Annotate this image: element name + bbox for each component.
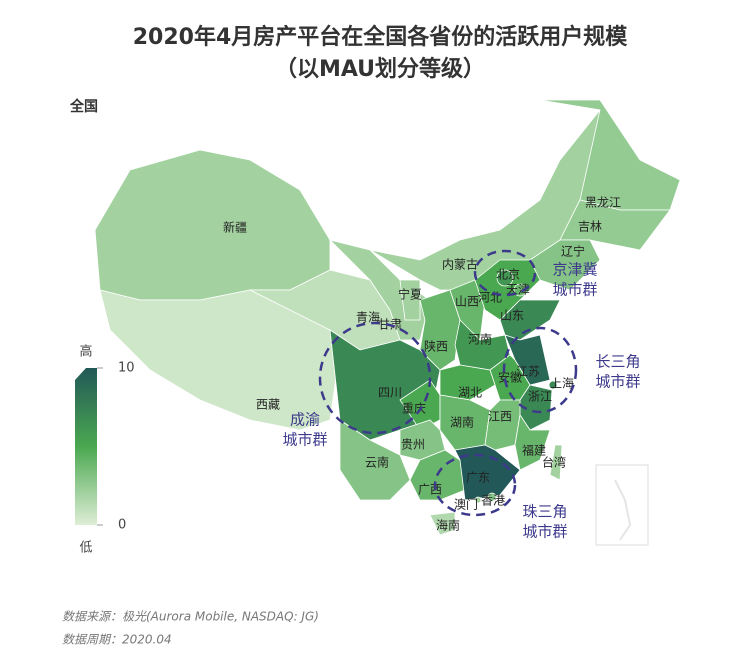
province-label: 广西 (418, 483, 442, 497)
province-label: 河南 (468, 332, 492, 347)
province (399, 279, 421, 321)
province-label: 上海 (550, 376, 574, 391)
cluster-label: 长三角 (595, 353, 640, 371)
labels: 新疆西藏青海甘肃内蒙古黑龙江吉林辽宁宁夏陕西山西河北山东河南江苏安徽浙江湖北四川… (223, 196, 621, 533)
province-label: 福建 (522, 443, 546, 458)
province (474, 259, 541, 321)
legend-high: 高 (79, 344, 92, 360)
cluster-label: 城市群 (282, 431, 327, 449)
province (454, 444, 521, 501)
cluster-ring (473, 249, 537, 297)
cluster-label: 城市群 (522, 523, 567, 541)
cluster-label: 珠三角 (522, 503, 567, 521)
province-label: 浙江 (528, 390, 552, 404)
province-label: 江苏 (516, 365, 540, 379)
cluster-label: 城市群 (595, 373, 640, 391)
province-label: 辽宁 (561, 244, 585, 259)
cluster-label: 城市群 (552, 281, 597, 299)
legend-min: 0 (118, 518, 126, 533)
cluster-ring (502, 326, 578, 414)
province-label: 北京 (496, 268, 520, 282)
inset-islands (614, 479, 632, 541)
province-label: 黑龙江 (585, 196, 621, 210)
province (496, 269, 514, 287)
province (548, 380, 558, 390)
period: 数据周期：2020.04 (62, 633, 172, 647)
cluster-ring (433, 453, 517, 517)
province (474, 496, 482, 504)
province-label: 江西 (488, 410, 512, 424)
cluster-label: 成渝 (290, 411, 320, 429)
province-label: 台湾 (542, 455, 566, 470)
cluster-label: 京津冀 (552, 261, 597, 279)
province-label: 河北 (478, 291, 502, 305)
province-label: 湖北 (458, 385, 482, 400)
province (487, 492, 497, 502)
province-label: 青海 (356, 310, 380, 325)
province-label: 云南 (365, 455, 389, 470)
province-label: 吉林 (578, 220, 602, 234)
subtitle: （以MAU划分等级） (275, 56, 485, 82)
province-label: 广东 (466, 471, 490, 485)
province-label: 山东 (500, 309, 524, 323)
cluster-ring (318, 321, 432, 435)
province (484, 399, 521, 451)
province (94, 149, 331, 301)
region-label: 全国 (69, 98, 98, 115)
province-label: 陕西 (424, 339, 448, 354)
province (549, 444, 563, 481)
province-label: 贵州 (401, 438, 425, 452)
province-label: 西藏 (256, 398, 280, 412)
province (429, 511, 456, 536)
province-label: 海南 (436, 518, 460, 533)
province-label: 山西 (455, 295, 479, 309)
province-label: 湖南 (450, 415, 474, 430)
title: 2020年4月房产平台在全国各省份的活跃用户规模 (133, 24, 629, 50)
legend-max: 10 (118, 361, 135, 376)
province-label: 安徽 (498, 370, 522, 385)
province (99, 289, 341, 431)
province-label: 香港 (481, 494, 505, 508)
legend-bar (75, 368, 97, 525)
province-label: 重庆 (402, 402, 426, 416)
inset-box (595, 464, 649, 546)
province-label: 四川 (378, 386, 402, 400)
province-label: 澳门 (454, 497, 478, 512)
province (339, 419, 411, 501)
legend-low: 低 (79, 541, 92, 556)
map (94, 99, 681, 536)
province-label: 内蒙古 (442, 257, 478, 272)
province-label: 宁夏 (398, 287, 422, 302)
source: 数据来源：极光(Aurora Mobile, NASDAQ: JG) (62, 610, 319, 624)
province-label: 天津 (506, 283, 530, 297)
province-label: 新疆 (223, 220, 247, 235)
